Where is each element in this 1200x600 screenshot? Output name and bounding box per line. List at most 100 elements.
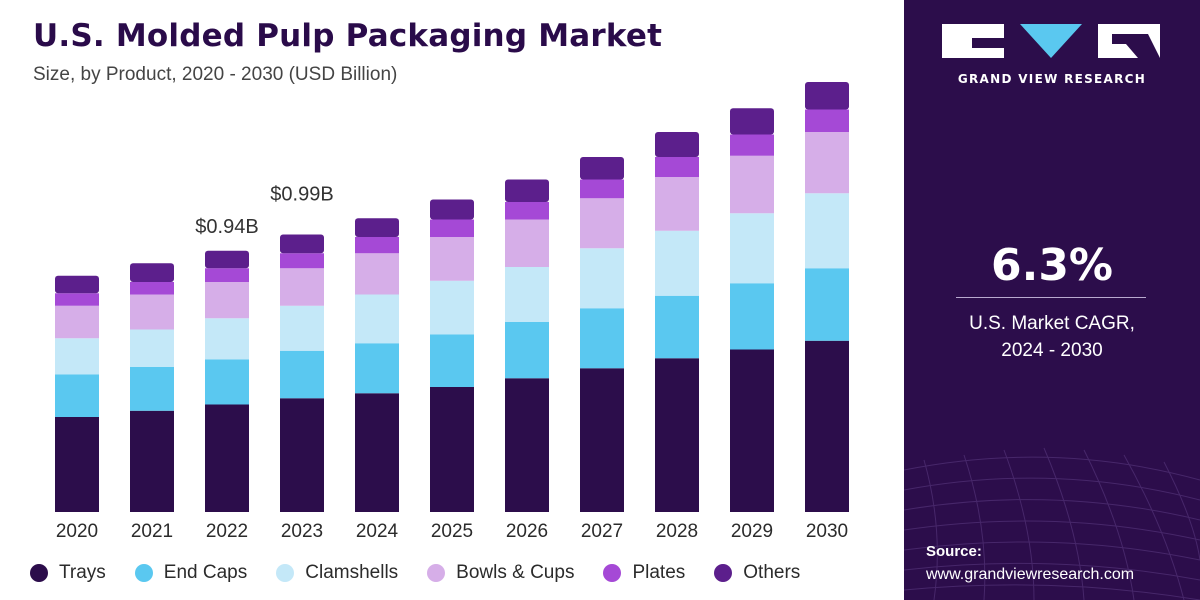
x-tick-label-2021: 2021 [131, 521, 173, 542]
bar-segment-others-2030 [805, 82, 849, 110]
bar-segment-bowls-and-cups-2021 [130, 294, 174, 330]
bar-segment-trays-2030 [805, 340, 849, 512]
legend-swatch-end-caps [134, 564, 153, 582]
value-callout-2023: $0.99B [270, 184, 333, 206]
bar-segment-others-2022 [205, 250, 249, 269]
bar-segment-plates-2021 [130, 282, 174, 295]
bar-segment-end-caps-2028 [655, 295, 699, 359]
gvr-logo [942, 24, 1160, 58]
stacked-bar-chart: 2020 2021 2022 $0.94B 2023 $0.99B 2024 2025 2026… [55, 82, 849, 542]
x-tick-label-2026: 2026 [506, 521, 548, 542]
bar-segment-trays-2029 [730, 349, 774, 512]
bar-segment-plates-2030 [805, 109, 849, 132]
bar-segment-plates-2020 [55, 293, 99, 306]
bar-segment-others-2028 [655, 132, 699, 157]
bar-segment-plates-2022 [205, 268, 249, 282]
bar-segment-bowls-and-cups-2022 [205, 282, 249, 319]
bar-segment-bowls-and-cups-2027 [580, 198, 624, 249]
bar-segment-bowls-and-cups-2030 [805, 132, 849, 194]
bar-segment-clamshells-2027 [580, 248, 624, 309]
bar-segment-trays-2026 [505, 378, 549, 512]
legend-swatch-others [714, 564, 733, 582]
bar-segment-others-2029 [730, 108, 774, 135]
bar-segment-bowls-and-cups-2025 [430, 237, 474, 281]
x-tick-label-2020: 2020 [56, 521, 98, 542]
legend-item-bowls-and-cups: Bowls & Cups [427, 562, 574, 584]
bar-segment-trays-2023 [280, 398, 324, 512]
x-tick-label-2028: 2028 [656, 521, 698, 542]
bar-segment-end-caps-2027 [580, 308, 624, 369]
legend-label-clamshells: Clamshells [305, 562, 399, 583]
cagr-label-line1: U.S. Market CAGR, [969, 313, 1135, 334]
legend-label-plates: Plates [632, 562, 686, 583]
bar-segment-plates-2026 [505, 202, 549, 220]
bar-segment-bowls-and-cups-2024 [355, 253, 399, 295]
source-link[interactable]: www.grandviewresearch.com [926, 566, 1135, 583]
bar-segment-end-caps-2026 [505, 322, 549, 379]
bar-segment-end-caps-2024 [355, 343, 399, 394]
chart-legend: Trays End Caps Clamshells Bowls & Cups Plate… [30, 562, 829, 584]
bar-segment-clamshells-2029 [730, 213, 774, 284]
legend-swatch-clamshells [276, 564, 295, 582]
bar-segment-trays-2021 [130, 410, 174, 512]
legend-item-end-caps: End Caps [134, 562, 248, 584]
bar-segment-plates-2024 [355, 237, 399, 254]
bar-segment-bowls-and-cups-2026 [505, 219, 549, 267]
bar-segment-trays-2025 [430, 387, 474, 512]
bar-segment-trays-2024 [355, 393, 399, 512]
source-label: Source: [926, 543, 982, 560]
legend-item-others: Others [714, 562, 800, 584]
bar-segment-others-2024 [355, 218, 399, 237]
x-tick-label-2023: 2023 [281, 521, 323, 542]
bar-segment-clamshells-2023 [280, 305, 324, 351]
cagr-label: U.S. Market CAGR, 2024 - 2030 [904, 310, 1200, 364]
bar-segment-clamshells-2030 [805, 193, 849, 269]
x-tick-label-2030: 2030 [806, 521, 848, 542]
value-callout-2022: $0.94B [195, 216, 258, 238]
x-tick-label-2025: 2025 [431, 521, 473, 542]
bar-segment-bowls-and-cups-2029 [730, 155, 774, 214]
bar-segment-clamshells-2021 [130, 329, 174, 367]
bar-segment-end-caps-2025 [430, 334, 474, 387]
legend-label-trays: Trays [59, 562, 106, 583]
bar-segment-bowls-and-cups-2028 [655, 177, 699, 231]
legend-item-plates: Plates [603, 562, 685, 584]
bar-segment-plates-2025 [430, 219, 474, 237]
bar-segment-clamshells-2024 [355, 294, 399, 344]
chart-subtitle: Size, by Product, 2020 - 2030 (USD Billi… [33, 64, 398, 85]
legend-label-others: Others [743, 562, 801, 583]
legend-label-end-caps: End Caps [163, 562, 248, 583]
bar-segment-end-caps-2023 [280, 350, 324, 399]
mesh-background-graphic [904, 447, 1200, 600]
bar-segment-trays-2027 [580, 368, 624, 512]
chart-title: U.S. Molded Pulp Packaging Market [33, 18, 663, 54]
info-panel: GRAND VIEW RESEARCH 6.3% U.S. Market CAG… [904, 0, 1200, 600]
bar-segment-clamshells-2022 [205, 318, 249, 360]
brand-name: GRAND VIEW RESEARCH [957, 72, 1147, 86]
bar-segment-clamshells-2026 [505, 267, 549, 322]
bar-segment-others-2025 [430, 199, 474, 220]
bar-segment-end-caps-2022 [205, 359, 249, 405]
x-tick-label-2022: 2022 [206, 521, 248, 542]
bar-segment-clamshells-2028 [655, 230, 699, 296]
x-tick-label-2024: 2024 [356, 521, 399, 542]
x-tick-label-2029: 2029 [731, 521, 773, 542]
bar-segment-trays-2020 [55, 417, 99, 512]
bar-segment-trays-2028 [655, 358, 699, 512]
bar-segment-others-2026 [505, 179, 549, 202]
legend-label-bowls-and-cups: Bowls & Cups [456, 562, 575, 583]
cagr-divider [956, 297, 1146, 298]
cagr-value: 6.3% [990, 240, 1114, 291]
bar-segment-end-caps-2020 [55, 374, 99, 417]
bar-segment-bowls-and-cups-2020 [55, 305, 99, 339]
legend-swatch-bowls-and-cups [427, 564, 446, 582]
bar-segment-plates-2028 [655, 157, 699, 177]
bar-segment-end-caps-2021 [130, 367, 174, 411]
legend-item-trays: Trays [30, 562, 106, 584]
bar-segment-trays-2022 [205, 404, 249, 512]
bar-segment-plates-2023 [280, 253, 324, 269]
bar-segment-clamshells-2025 [430, 280, 474, 335]
legend-swatch-trays [30, 564, 48, 582]
bar-segment-plates-2029 [730, 134, 774, 156]
legend-item-clamshells: Clamshells [276, 562, 398, 584]
